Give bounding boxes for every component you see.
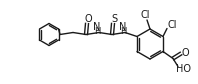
- Text: N: N: [119, 23, 127, 33]
- Text: Cl: Cl: [140, 10, 150, 20]
- Text: H: H: [94, 27, 100, 36]
- Text: HO: HO: [176, 65, 191, 75]
- Text: O: O: [181, 47, 189, 58]
- Text: O: O: [84, 14, 92, 24]
- Text: N: N: [93, 23, 101, 33]
- Text: Cl: Cl: [167, 19, 177, 29]
- Text: S: S: [111, 14, 117, 24]
- Text: H: H: [120, 27, 126, 36]
